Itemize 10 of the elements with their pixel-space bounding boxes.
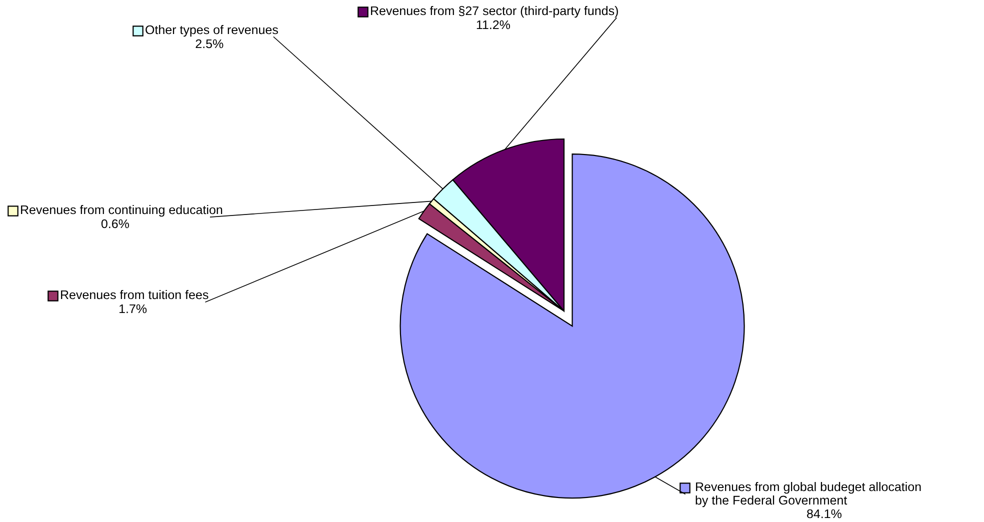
legend-label: Revenues from global budeget allocation by the Federal Government [696,482,921,508]
data-label: 0.6% [101,219,129,228]
legend-label: Revenues from §27 sector (third-party funds) [371,6,618,18]
legend-label: Other types of revenues [146,25,278,37]
data-label: 84.1% [807,509,842,518]
legend-label: Revenues from continuing education [21,205,222,217]
legend-label: Revenues from tuition fees [61,290,208,300]
data-label: 2.5% [196,39,224,48]
data-label: 1.7% [120,304,147,314]
data-label: 11.2% [476,20,510,30]
